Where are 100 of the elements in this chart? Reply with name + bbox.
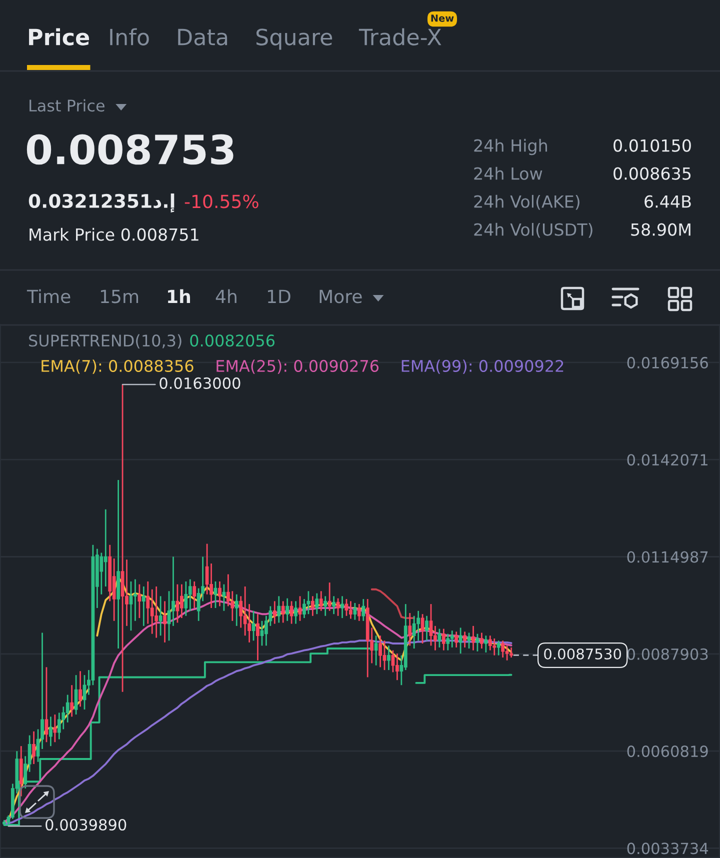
candlestick xyxy=(70,684,74,718)
text: Mark Price 0.008751 xyxy=(30,228,198,241)
candlestick xyxy=(438,628,442,648)
candlestick xyxy=(501,640,505,658)
text: EMA(25): 0.0090276 xyxy=(216,360,379,374)
candlestick xyxy=(484,634,488,654)
candlestick xyxy=(472,625,475,652)
candlestick xyxy=(53,714,57,743)
candlestick xyxy=(429,603,433,646)
candlestick xyxy=(163,600,166,644)
candlestick xyxy=(298,595,302,622)
text: More xyxy=(320,290,362,304)
text: 15m xyxy=(100,290,138,304)
candlestick xyxy=(476,633,480,652)
text: 1D xyxy=(268,290,290,303)
candlestick xyxy=(480,632,484,650)
candlestick xyxy=(125,558,128,627)
candlestick xyxy=(218,580,222,607)
candlestick xyxy=(362,598,366,622)
text: EMA(99): 0.0090922 xyxy=(402,360,564,374)
candlestick xyxy=(324,595,328,617)
text: 24h High xyxy=(474,138,547,156)
text: Info xyxy=(110,28,149,46)
candlestick xyxy=(272,600,276,624)
candlestick xyxy=(374,634,378,666)
candlestick xyxy=(134,578,137,622)
candlestick xyxy=(150,588,154,635)
y-tick-label: 0.0033734 xyxy=(627,842,708,854)
text: 1h xyxy=(168,289,190,303)
candlestick xyxy=(294,600,298,624)
candlestick xyxy=(74,674,78,716)
text: 0.008753 xyxy=(26,134,234,165)
candlestick xyxy=(425,615,428,642)
text: Trade-X xyxy=(358,28,442,46)
text: Price xyxy=(29,28,90,46)
candlestick xyxy=(395,652,399,681)
text: 58.90M xyxy=(631,223,690,236)
candlestick xyxy=(239,595,243,628)
candlestick xyxy=(315,592,319,615)
y-tick-label: 0.0114987 xyxy=(627,551,708,563)
candlestick xyxy=(158,595,162,636)
candlestick xyxy=(184,580,188,617)
candlestick xyxy=(458,627,462,654)
ref-line-label: 0.0087530 xyxy=(544,648,622,660)
candlestick xyxy=(222,584,226,612)
text: 4h xyxy=(216,289,236,303)
text: 24h Vol(AKE) xyxy=(474,194,580,210)
candlestick xyxy=(319,590,323,612)
candlestick xyxy=(446,633,450,652)
candlestick xyxy=(44,666,48,743)
candlestick xyxy=(252,610,256,642)
candlestick xyxy=(142,586,146,627)
candlestick xyxy=(412,615,416,650)
candlestick xyxy=(378,634,382,668)
text: EMA(7): 0.0088356 xyxy=(42,360,194,374)
annotation: 0.0039890 xyxy=(46,818,126,831)
text: Square xyxy=(256,28,332,50)
candlestick xyxy=(234,594,238,627)
candlestick xyxy=(281,600,285,624)
candlestick xyxy=(454,630,458,648)
candlestick xyxy=(302,598,306,619)
candlestick xyxy=(349,600,352,620)
candlestick xyxy=(192,580,196,609)
candlestick xyxy=(492,638,496,656)
y-tick-label: 0.0060819 xyxy=(627,746,708,758)
candlestick xyxy=(488,634,492,652)
candlestick xyxy=(188,578,192,612)
candlestick xyxy=(408,612,412,646)
text: 0.010150 xyxy=(614,139,691,152)
candlestick xyxy=(310,595,314,617)
candlestick xyxy=(49,716,52,747)
candlestick xyxy=(336,598,340,617)
candlestick xyxy=(78,670,82,708)
candlestick xyxy=(32,730,36,765)
annotation: 0.0082056 xyxy=(190,334,274,347)
candlestick xyxy=(260,620,264,646)
annotation: 0.0163000 xyxy=(160,377,240,389)
candlestick xyxy=(100,552,104,596)
candlestick xyxy=(154,586,158,638)
candlestick xyxy=(340,595,344,619)
annotation: SUPERTREND(10,3) xyxy=(29,334,182,349)
candlestick xyxy=(210,562,213,609)
y-tick-label: 0.0169156 xyxy=(627,356,708,368)
line-series xyxy=(370,588,416,620)
candlestick xyxy=(146,580,150,624)
candlestick xyxy=(442,628,446,652)
candlestick xyxy=(344,598,348,617)
text: 6.44B xyxy=(644,195,691,208)
candlestick xyxy=(66,694,70,724)
candlestick xyxy=(420,613,424,644)
text: 24h Vol(USDT) xyxy=(474,222,592,238)
text: New xyxy=(431,14,454,22)
candlestick xyxy=(505,644,509,662)
candlestick xyxy=(112,558,116,622)
candlestick xyxy=(387,644,390,671)
candlestick xyxy=(138,584,142,619)
candlestick xyxy=(332,595,336,615)
text: 0.008635 xyxy=(614,167,691,180)
text: 0.03212351د.إ xyxy=(28,194,174,212)
candlestick xyxy=(286,598,290,622)
